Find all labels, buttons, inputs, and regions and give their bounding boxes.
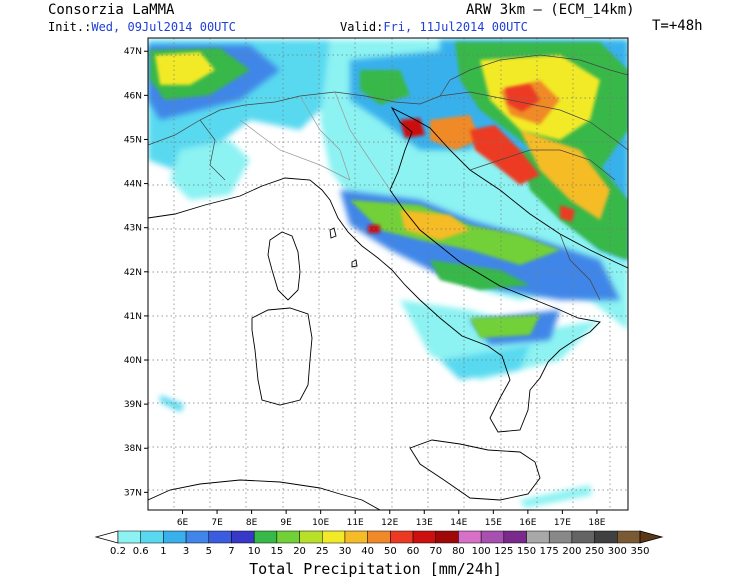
colorbar-box (367, 530, 391, 544)
colorbar-box (163, 530, 187, 544)
colorbar-label: 350 (630, 546, 649, 557)
valid-time: Valid:Fri, 11Jul2014 00UTC (340, 20, 528, 34)
colorbar-box (412, 530, 436, 544)
lat-label: 39N (124, 400, 142, 410)
lon-label: 8E (246, 518, 258, 528)
colorbar-box (299, 530, 323, 544)
colorbar-label: 175 (540, 546, 559, 557)
colorbar-label: 50 (384, 546, 397, 557)
lon-label: 9E (280, 518, 292, 528)
colorbar-box (571, 530, 595, 544)
colorbar-label: 100 (472, 546, 491, 557)
lat-label: 37N (124, 488, 142, 498)
colorbar-label: 150 (517, 546, 536, 557)
colorbar-box (231, 530, 255, 544)
colorbar-box (526, 530, 550, 544)
lon-ticks: 6E 7E 8E 9E 10E 11E 12E 13E 14E 15E 16E 17E 18E (177, 510, 606, 528)
colorbar-label: 250 (585, 546, 604, 557)
lon-label: 17E (554, 518, 571, 528)
lat-label: 44N (124, 180, 142, 190)
colorbar-box (458, 530, 482, 544)
lon-label: 10E (312, 518, 329, 528)
precip-extreme (368, 84, 575, 233)
lon-label: 12E (381, 518, 398, 528)
colorbar-label: 5 (206, 546, 212, 557)
lon-label: 18E (588, 518, 605, 528)
colorbar-label: 3 (183, 546, 189, 557)
colorbar-label: 60 (407, 546, 420, 557)
colorbar-label: 125 (494, 546, 513, 557)
colorbar-label: 1 (160, 546, 166, 557)
lat-label: 46N (124, 91, 142, 101)
colorbar-label: 7 (228, 546, 234, 557)
colorbar-box (322, 530, 346, 544)
colorbar-box (344, 530, 368, 544)
lon-label: 15E (485, 518, 502, 528)
colorbar-box (548, 530, 573, 544)
colorbar-label: 80 (452, 546, 465, 557)
colorbar-box (185, 530, 210, 544)
forecast-step: T=+48h (652, 18, 703, 34)
lat-label: 43N (124, 224, 142, 234)
lat-label: 41N (124, 312, 142, 322)
init-label: Init.: (48, 20, 92, 34)
valid-label: Valid: (340, 20, 384, 34)
colorbar-label: 300 (608, 546, 627, 557)
lon-label: 13E (416, 518, 433, 528)
colorbar-box (594, 530, 618, 544)
graticule (148, 38, 628, 510)
org-title: Consorzia LaMMA (48, 2, 175, 18)
colorbar-box (276, 530, 300, 544)
colorbar-title: Total Precipitation [mm/24h] (249, 560, 502, 578)
colorbar-box (253, 530, 278, 544)
lat-label: 47N (124, 47, 142, 57)
colorbar-label: 10 (248, 546, 261, 557)
colorbar-label: 20 (293, 546, 306, 557)
colorbar-box (208, 530, 232, 544)
colorbar-label: 30 (339, 546, 352, 557)
colorbar-label: 25 (316, 546, 329, 557)
colorbar-box (480, 530, 505, 544)
colorbar-label: 70 (429, 546, 442, 557)
lat-label: 38N (124, 444, 142, 454)
colorbar-label: 40 (361, 546, 374, 557)
borders (148, 54, 628, 301)
colorbar-box (117, 530, 141, 544)
colorbar: 0.2 0.6 1 3 5 7 10 15 20 25 30 40 50 60 70 80 100 125 150 1… (94, 530, 664, 557)
lon-label: 16E (519, 518, 536, 528)
colorbar-max-arrow (639, 530, 664, 544)
colorbar-min-arrow (94, 530, 119, 544)
colorbar-box (617, 530, 641, 544)
colorbar-box (435, 530, 459, 544)
colorbar-label: 200 (562, 546, 581, 557)
lat-label: 40N (124, 356, 142, 366)
lon-label: 6E (177, 518, 189, 528)
init-time: Init.:Wed, 09Jul2014 00UTC (48, 20, 236, 34)
colorbar-label: 15 (271, 546, 284, 557)
colorbar-label: 0.6 (133, 546, 149, 557)
lon-label: 7E (211, 518, 223, 528)
lat-label: 42N (124, 268, 142, 278)
coastlines (148, 106, 628, 510)
lon-label: 11E (347, 518, 364, 528)
init-value: Wed, 09Jul2014 00UTC (91, 20, 236, 34)
model-title: ARW 3km – (ECM_14km) (466, 2, 635, 18)
valid-value: Fri, 11Jul2014 00UTC (383, 20, 528, 34)
lat-ticks: 47N 46N 45N 44N 43N 42N 41N 40N 39N 38N 37N (124, 47, 148, 498)
colorbar-box (140, 530, 164, 544)
colorbar-label: 0.2 (110, 546, 126, 557)
colorbar-box (390, 530, 414, 544)
regional-borders (239, 91, 391, 191)
lon-label: 14E (450, 518, 467, 528)
map-frame (147, 37, 629, 511)
lat-label: 45N (124, 135, 142, 145)
colorbar-box (503, 530, 527, 544)
precip-field (148, 40, 628, 508)
